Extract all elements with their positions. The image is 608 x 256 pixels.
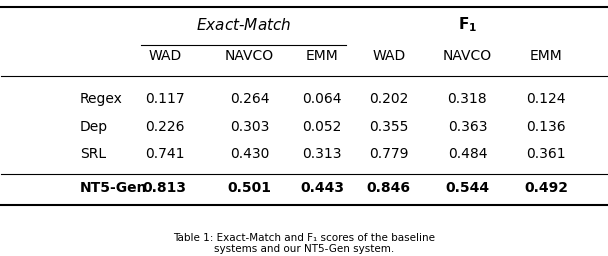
Text: 0.544: 0.544 <box>445 181 489 195</box>
Text: 0.741: 0.741 <box>145 147 185 161</box>
Text: 0.318: 0.318 <box>447 92 487 106</box>
Text: 0.202: 0.202 <box>369 92 409 106</box>
Text: $\mathbf{F_1}$: $\mathbf{F_1}$ <box>458 16 477 34</box>
Text: 0.443: 0.443 <box>300 181 344 195</box>
Text: EMM: EMM <box>306 49 339 63</box>
Text: SRL: SRL <box>80 147 106 161</box>
Text: 0.303: 0.303 <box>230 120 269 134</box>
Text: 0.064: 0.064 <box>302 92 342 106</box>
Text: 0.264: 0.264 <box>230 92 269 106</box>
Text: Dep: Dep <box>80 120 108 134</box>
Text: 0.846: 0.846 <box>367 181 411 195</box>
Text: Regex: Regex <box>80 92 123 106</box>
Text: 0.117: 0.117 <box>145 92 185 106</box>
Text: 0.363: 0.363 <box>447 120 487 134</box>
Text: NT5-Gen: NT5-Gen <box>80 181 148 195</box>
Text: 0.492: 0.492 <box>524 181 568 195</box>
Text: 0.779: 0.779 <box>369 147 409 161</box>
Text: 0.052: 0.052 <box>302 120 342 134</box>
Text: WAD: WAD <box>372 49 406 63</box>
Text: 0.484: 0.484 <box>447 147 487 161</box>
Text: 0.355: 0.355 <box>369 120 409 134</box>
Text: 0.124: 0.124 <box>527 92 566 106</box>
Text: 0.361: 0.361 <box>527 147 566 161</box>
Text: WAD: WAD <box>148 49 181 63</box>
Text: 0.501: 0.501 <box>227 181 272 195</box>
Text: NAVCO: NAVCO <box>225 49 274 63</box>
Text: 0.813: 0.813 <box>143 181 187 195</box>
Text: 0.430: 0.430 <box>230 147 269 161</box>
Text: 0.313: 0.313 <box>302 147 342 161</box>
Text: 0.226: 0.226 <box>145 120 185 134</box>
Text: 0.136: 0.136 <box>527 120 566 134</box>
Text: $\mathit{Exact}$-$\mathit{Match}$: $\mathit{Exact}$-$\mathit{Match}$ <box>196 17 291 33</box>
Text: EMM: EMM <box>530 49 562 63</box>
Text: Table 1: Exact-Match and F₁ scores of the baseline
systems and our NT5-Gen syste: Table 1: Exact-Match and F₁ scores of th… <box>173 233 435 254</box>
Text: NAVCO: NAVCO <box>443 49 492 63</box>
